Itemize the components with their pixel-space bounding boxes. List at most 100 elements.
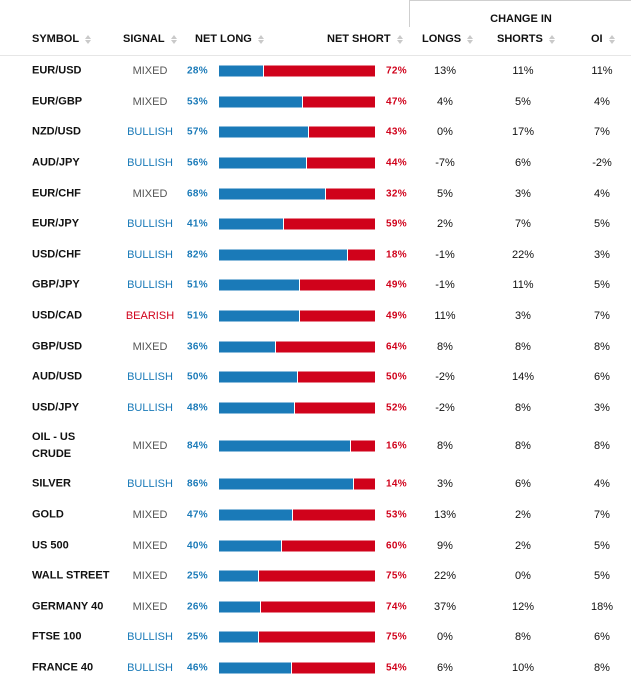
- change-longs-value: 6%: [437, 661, 453, 674]
- column-header-shorts[interactable]: SHORTS: [497, 33, 555, 45]
- change-longs-value: 0%: [437, 631, 453, 644]
- net-long-bar: [219, 249, 347, 261]
- change-shorts-value: 8%: [515, 440, 531, 453]
- sort-icon[interactable]: [85, 34, 92, 44]
- net-long-value: 25%: [187, 570, 208, 582]
- symbol-link[interactable]: USD/CHF: [32, 248, 81, 261]
- symbol-link[interactable]: SILVER: [32, 477, 71, 490]
- change-oi-value: 7%: [594, 310, 610, 323]
- change-oi-value: 5%: [594, 570, 610, 583]
- table-row[interactable]: OIL - US CRUDE MIXED 84% 16% 8% 8% 8%: [0, 423, 631, 469]
- symbol-link[interactable]: GBP/USD: [32, 340, 83, 353]
- change-longs-value: 8%: [437, 340, 453, 353]
- table-row[interactable]: GBP/JPY BULLISH 51% 49% -1% 11% 5%: [0, 270, 631, 301]
- symbol-link[interactable]: FTSE 100: [32, 630, 82, 643]
- table-row[interactable]: SILVER BULLISH 86% 14% 3% 6% 4%: [0, 469, 631, 500]
- net-short-bar: [351, 440, 375, 452]
- sort-icon[interactable]: [548, 34, 555, 44]
- sort-icon[interactable]: [170, 34, 177, 44]
- table-body: EUR/USD MIXED 28% 72% 13% 11% 11% EUR/GBP MIXED 5…: [0, 56, 631, 683]
- change-shorts-value: 8%: [515, 401, 531, 414]
- net-long-value: 26%: [187, 601, 208, 613]
- sentiment-bar: [219, 371, 375, 383]
- symbol-link[interactable]: OIL - US CRUDE: [32, 429, 75, 463]
- symbol-link[interactable]: EUR/USD: [32, 64, 82, 77]
- table-row[interactable]: EUR/USD MIXED 28% 72% 13% 11% 11%: [0, 56, 631, 87]
- net-short-value: 52%: [386, 402, 407, 414]
- change-longs-value: 4%: [437, 95, 453, 108]
- sentiment-bar: [219, 402, 375, 414]
- table-row[interactable]: FRANCE 40 BULLISH 46% 54% 6% 10% 8%: [0, 653, 631, 684]
- column-header-net-long[interactable]: NET LONG: [195, 33, 264, 45]
- symbol-link[interactable]: GOLD: [32, 508, 64, 521]
- symbol-link[interactable]: AUD/USD: [32, 370, 83, 383]
- column-label: SIGNAL: [123, 33, 165, 45]
- table-row[interactable]: USD/CAD BEARISH 51% 49% 11% 3% 7%: [0, 301, 631, 332]
- net-long-bar: [219, 310, 299, 322]
- table-row[interactable]: USD/JPY BULLISH 48% 52% -2% 8% 3%: [0, 393, 631, 424]
- sort-icon[interactable]: [467, 34, 474, 44]
- column-header-symbol[interactable]: SYMBOL: [32, 33, 92, 45]
- net-short-bar: [302, 96, 375, 108]
- symbol-link[interactable]: USD/JPY: [32, 401, 80, 414]
- symbol-link[interactable]: USD/CAD: [32, 309, 83, 322]
- sentiment-bar: [219, 310, 375, 322]
- signal-label: MIXED: [132, 65, 168, 78]
- symbol-link[interactable]: NZD/USD: [32, 125, 81, 138]
- symbol-link[interactable]: FRANCE 40: [32, 661, 94, 674]
- table-row[interactable]: US 500 MIXED 40% 60% 9% 2% 5%: [0, 530, 631, 561]
- table-row[interactable]: GERMANY 40 MIXED 26% 74% 37% 12% 18%: [0, 592, 631, 623]
- sentiment-bar: [219, 157, 375, 169]
- change-shorts-value: 6%: [515, 478, 531, 491]
- table-row[interactable]: AUD/USD BULLISH 50% 50% -2% 14% 6%: [0, 362, 631, 393]
- column-header-net-short[interactable]: NET SHORT: [327, 33, 403, 45]
- net-short-bar: [294, 402, 375, 414]
- table-row[interactable]: NZD/USD BULLISH 57% 43% 0% 17% 7%: [0, 117, 631, 148]
- sentiment-bar: [219, 601, 375, 613]
- net-short-value: 49%: [386, 279, 407, 291]
- change-oi-value: 4%: [594, 187, 610, 200]
- bar-divider: [353, 478, 355, 490]
- column-header-longs[interactable]: LONGS: [422, 33, 474, 45]
- table-row[interactable]: EUR/GBP MIXED 53% 47% 4% 5% 4%: [0, 87, 631, 118]
- net-long-bar: [219, 402, 294, 414]
- column-label: SHORTS: [497, 33, 543, 45]
- change-longs-value: -2%: [435, 371, 455, 384]
- symbol-link[interactable]: EUR/CHF: [32, 187, 81, 200]
- symbol-link[interactable]: GBP/JPY: [32, 278, 80, 291]
- signal-label: BULLISH: [127, 157, 173, 170]
- bar-divider: [298, 279, 300, 291]
- table-row[interactable]: USD/CHF BULLISH 82% 18% -1% 22% 3%: [0, 240, 631, 271]
- symbol-link[interactable]: EUR/JPY: [32, 217, 80, 230]
- net-long-value: 51%: [187, 310, 208, 322]
- column-label: NET SHORT: [327, 33, 391, 45]
- table-row[interactable]: GOLD MIXED 47% 53% 13% 2% 7%: [0, 500, 631, 531]
- net-long-bar: [219, 631, 258, 643]
- bar-divider: [293, 402, 295, 414]
- sort-icon[interactable]: [257, 34, 264, 44]
- sort-icon[interactable]: [608, 34, 615, 44]
- table-row[interactable]: EUR/JPY BULLISH 41% 59% 2% 7% 5%: [0, 209, 631, 240]
- change-shorts-value: 10%: [511, 661, 535, 674]
- net-short-bar: [299, 279, 375, 291]
- net-long-value: 86%: [187, 478, 208, 490]
- symbol-link[interactable]: EUR/GBP: [32, 95, 83, 108]
- sort-icon[interactable]: [396, 34, 403, 44]
- symbol-link[interactable]: AUD/JPY: [32, 156, 80, 169]
- table-row[interactable]: GBP/USD MIXED 36% 64% 8% 8% 8%: [0, 331, 631, 362]
- column-header-oi[interactable]: OI: [591, 33, 615, 45]
- sentiment-bar: [219, 279, 375, 291]
- symbol-link[interactable]: GERMANY 40: [32, 600, 104, 613]
- table-row[interactable]: FTSE 100 BULLISH 25% 75% 0% 8% 6%: [0, 622, 631, 653]
- net-short-bar: [298, 371, 375, 383]
- bar-divider: [258, 631, 259, 643]
- symbol-link[interactable]: WALL STREET: [32, 569, 110, 582]
- table-row[interactable]: AUD/JPY BULLISH 56% 44% -7% 6% -2%: [0, 148, 631, 179]
- column-header-signal[interactable]: SIGNAL: [123, 33, 177, 45]
- table-row[interactable]: EUR/CHF MIXED 68% 32% 5% 3% 4%: [0, 178, 631, 209]
- net-long-value: 46%: [187, 662, 208, 674]
- symbol-link[interactable]: US 500: [32, 539, 69, 552]
- net-short-value: 49%: [386, 310, 407, 322]
- sentiment-bar: [219, 249, 375, 261]
- table-row[interactable]: WALL STREET MIXED 25% 75% 22% 0% 5%: [0, 561, 631, 592]
